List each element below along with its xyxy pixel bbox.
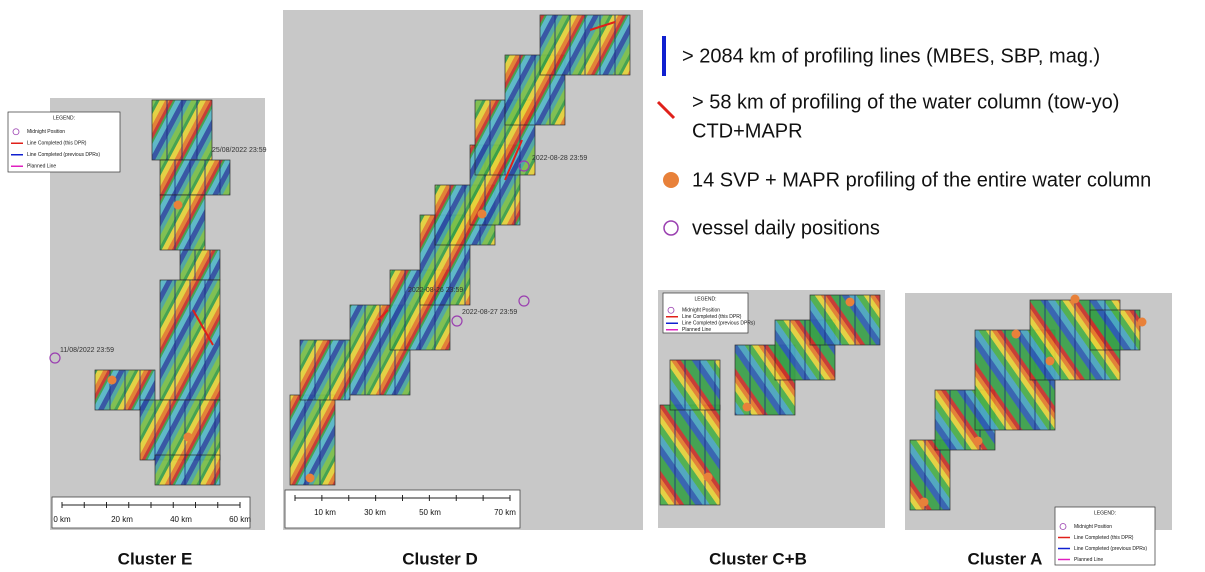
map-legend-title: LEGEND: xyxy=(695,296,717,302)
survey-tile xyxy=(1090,310,1140,350)
svp-station xyxy=(704,473,713,482)
date-label: 2022-08-28 23:59 xyxy=(532,155,587,162)
legend-text: 14 SVP + MAPR profiling of the entire wa… xyxy=(692,169,1151,191)
scale-label: 20 km xyxy=(111,515,133,524)
date-label: 2022-08-26 23:59 xyxy=(408,287,463,294)
survey-tile xyxy=(910,440,950,510)
map-legend-text: Planned Line xyxy=(682,327,711,333)
date-label: 25/08/2022 23:59 xyxy=(212,147,267,154)
scale-label: 0 km xyxy=(53,515,71,524)
svp-station xyxy=(743,403,752,412)
map-legend-text: Midnight Position xyxy=(1074,524,1112,530)
map-legend-text: Line Completed (this DPR) xyxy=(27,141,87,147)
scale-box xyxy=(52,497,250,528)
scale-label: 40 km xyxy=(170,515,192,524)
svp-station xyxy=(920,498,929,507)
svp-station xyxy=(1046,357,1055,366)
date-label: 11/08/2022 23:59 xyxy=(60,347,114,354)
scale-label: 70 km xyxy=(494,508,516,517)
survey-tile xyxy=(160,195,205,250)
legend-symbol xyxy=(658,102,674,118)
survey-tile xyxy=(155,455,220,485)
map-legend-title: LEGEND: xyxy=(1094,510,1116,516)
svp-station xyxy=(108,376,117,385)
legend-text: vessel daily positions xyxy=(692,217,880,239)
map-legend-text: Line Completed (previous DPRs) xyxy=(1074,546,1147,552)
map-legend-text: Line Completed (previous DPRs) xyxy=(682,321,755,327)
svp-station xyxy=(846,298,855,307)
map-legend-text: Line Completed (this DPR) xyxy=(682,314,742,320)
survey-tile xyxy=(160,160,230,195)
legend-text: CTD+MAPR xyxy=(692,120,803,142)
map-legend-text: Midnight Position xyxy=(682,308,720,314)
map-legend-text: Planned Line xyxy=(1074,557,1103,563)
survey-tile xyxy=(300,340,350,400)
scale-label: 30 km xyxy=(364,508,386,517)
survey-tile xyxy=(180,250,220,280)
survey-tile xyxy=(140,400,220,460)
svp-station xyxy=(974,437,983,446)
svp-station xyxy=(478,210,487,219)
scale-label: 50 km xyxy=(419,508,441,517)
legend-text: > 2084 km of profiling lines (MBES, SBP,… xyxy=(682,45,1100,67)
legend-text: > 58 km of profiling of the water column… xyxy=(692,91,1119,113)
caption: Cluster A xyxy=(968,549,1043,568)
figure: 0 km20 km40 km60 km10 km30 km50 km70 km … xyxy=(0,0,1205,572)
svp-station xyxy=(1138,318,1147,327)
caption: Cluster E xyxy=(118,549,193,568)
map-legend-text: Planned Line xyxy=(27,164,56,170)
date-label: 2022-08-27 23:59 xyxy=(462,309,517,316)
legend-symbol xyxy=(663,172,679,188)
map-legend-text: Line Completed (this DPR) xyxy=(1074,535,1134,541)
survey-tile xyxy=(670,360,720,410)
scale-label: 60 km xyxy=(229,515,251,524)
legend-symbol xyxy=(664,221,678,235)
svp-station xyxy=(1012,330,1021,339)
map-legend-text: Midnight Position xyxy=(27,129,65,135)
svp-station xyxy=(306,474,315,483)
caption: Cluster D xyxy=(402,549,478,568)
svp-station xyxy=(1071,295,1080,304)
scale-label: 10 km xyxy=(314,508,336,517)
survey-tile xyxy=(290,395,335,485)
svp-station xyxy=(174,201,183,210)
survey-tile xyxy=(810,295,880,345)
map-legend-title: LEGEND: xyxy=(53,115,75,121)
map-legend-text: Line Completed (previous DPRs) xyxy=(27,152,100,158)
caption: Cluster C+B xyxy=(709,549,807,568)
svp-station xyxy=(184,433,193,442)
